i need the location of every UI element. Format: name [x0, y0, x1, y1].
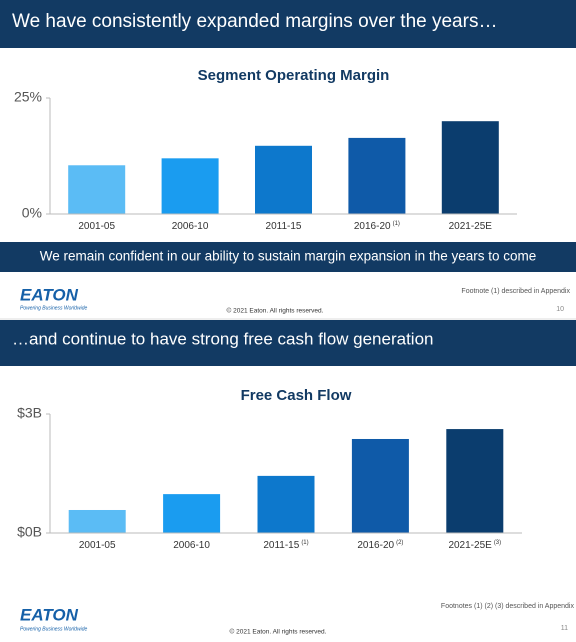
x-tick-label: 2001-05: [79, 540, 116, 551]
category-note: (1): [393, 221, 400, 227]
logo: EATON: [20, 285, 79, 304]
copyright: © 2021 Eaton. All rights reserved.: [227, 307, 324, 315]
category-note: (2): [396, 540, 403, 546]
category: 2021-25E: [448, 540, 492, 551]
copyright: © 2021 Eaton. All rights reserved.: [230, 628, 327, 636]
x-tick-label: 2021-25E: [449, 221, 493, 232]
category: 2001-05: [79, 540, 116, 551]
logo: EATON: [20, 605, 79, 624]
slide-header: …and continue to have strong free cash f…: [12, 329, 434, 348]
header-band: [0, 320, 576, 366]
y-tick-label: 25%: [14, 89, 42, 105]
bar: [163, 494, 221, 533]
bar: [446, 429, 504, 533]
x-tick-label: 2011-15: [266, 221, 302, 232]
y-tick-label: $3B: [17, 405, 42, 421]
y-tick-label: $0B: [17, 524, 42, 540]
x-tick-label: 2021-25E (3): [448, 540, 501, 551]
category-note: (1): [301, 540, 308, 546]
page-number: 10: [556, 306, 564, 313]
category: 2001-05: [78, 221, 115, 232]
bar: [68, 165, 126, 214]
x-tick-label: 2006-10: [173, 540, 210, 551]
bar: [351, 438, 409, 533]
bar: [257, 475, 315, 533]
y-tick-label: 0%: [22, 205, 42, 221]
bar: [348, 137, 406, 214]
tagline: Powering Business Worldwide: [20, 626, 87, 632]
x-tick-label: 2016-20 (2): [357, 540, 403, 551]
category: 2021-25E: [449, 221, 493, 232]
category: 2016-20: [357, 540, 394, 551]
bar: [441, 121, 499, 214]
x-tick-label: 2016-20 (1): [354, 221, 400, 232]
x-tick-label: 2001-05: [78, 221, 115, 232]
footnote: Footnote (1) described in Appendix: [461, 288, 570, 295]
banner-band: [0, 242, 576, 272]
slide-header: We have consistently expanded margins ov…: [12, 11, 497, 32]
footnote: Footnotes (1) (2) (3) described in Appen…: [441, 603, 575, 610]
page-number: 11: [561, 625, 568, 632]
tagline: Powering Business Worldwide: [20, 305, 87, 311]
category: 2011-15: [266, 221, 302, 232]
category: 2006-10: [173, 540, 210, 551]
category: 2011-15: [263, 540, 299, 551]
bar: [68, 509, 126, 533]
chart-title: Segment Operating Margin: [198, 67, 390, 84]
chart-title: Free Cash Flow: [241, 387, 352, 404]
banner: We remain confident in our ability to su…: [40, 249, 537, 264]
bar: [255, 145, 312, 214]
header-band: [0, 0, 576, 48]
bar: [161, 158, 219, 214]
category: 2016-20: [354, 221, 391, 232]
x-tick-label: 2011-15 (1): [263, 540, 308, 551]
category-note: (3): [494, 540, 501, 546]
x-tick-label: 2006-10: [172, 221, 209, 232]
category: 2006-10: [172, 221, 209, 232]
